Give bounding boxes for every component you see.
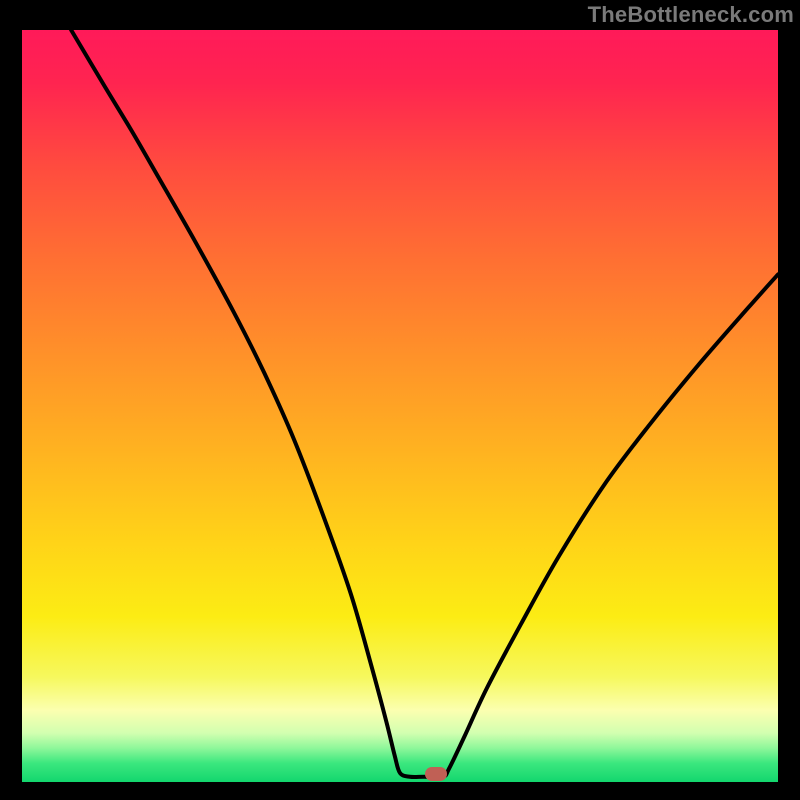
valley-marker <box>425 767 447 781</box>
chart-root: TheBottleneck.com <box>0 0 800 800</box>
valley-curve <box>22 30 778 782</box>
watermark-text: TheBottleneck.com <box>588 2 794 28</box>
plot-area <box>22 30 778 782</box>
